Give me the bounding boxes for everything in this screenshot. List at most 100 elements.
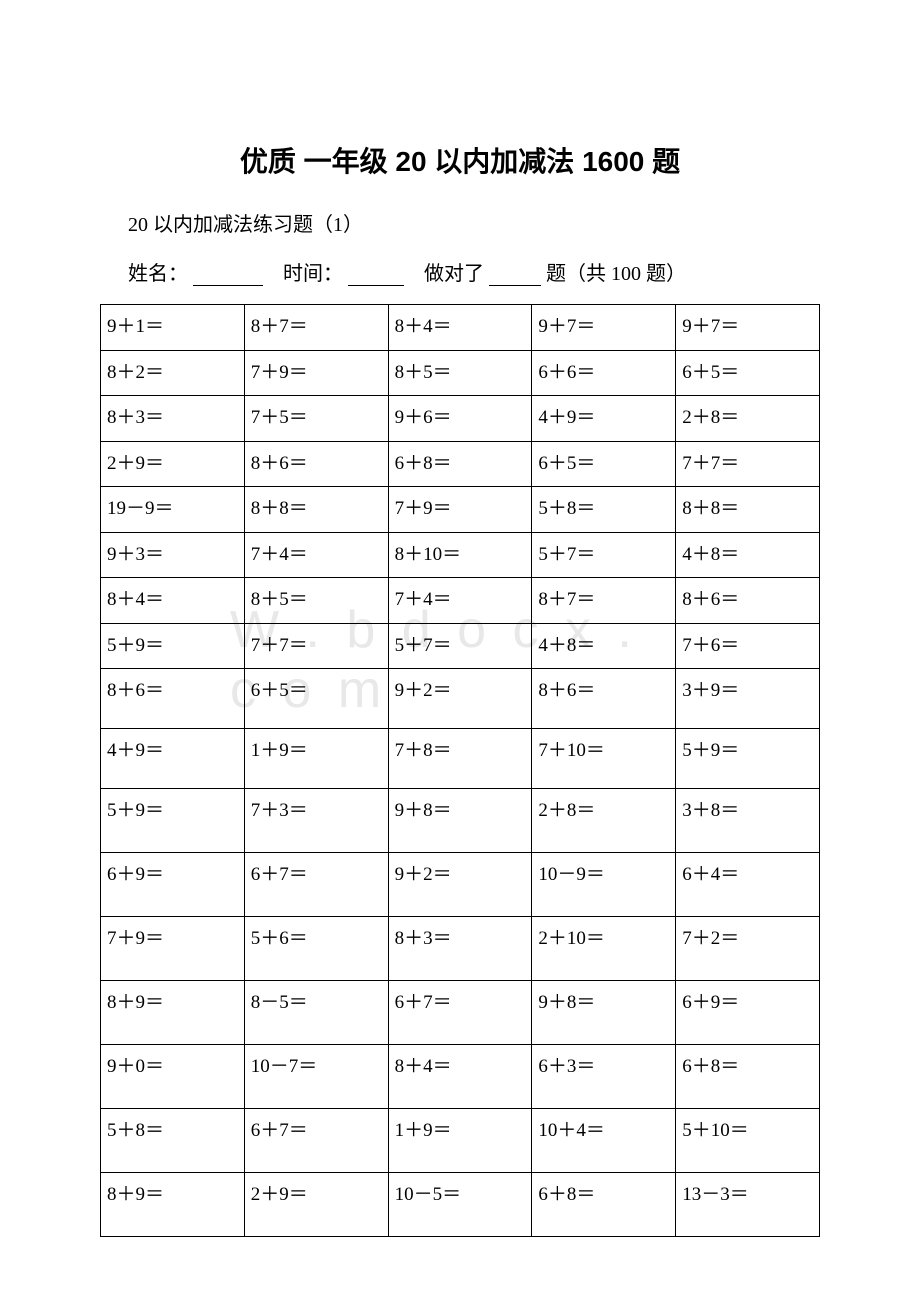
problem-cell: 8－5＝ (244, 981, 388, 1045)
table-row: 6＋9＝6＋7＝9＋2＝10－9＝6＋4＝ (101, 853, 820, 917)
problem-cell: 7＋4＝ (244, 532, 388, 578)
problem-cell: 7＋8＝ (388, 729, 532, 789)
problems-table: 9＋1＝8＋7＝8＋4＝9＋7＝9＋7＝8＋2＝7＋9＝8＋5＝6＋6＝6＋5＝… (100, 304, 820, 1237)
problem-cell: 2＋9＝ (101, 441, 245, 487)
problem-cell: 2＋10＝ (532, 917, 676, 981)
problem-cell: 5＋10＝ (676, 1109, 820, 1173)
blank-time[interactable] (348, 266, 404, 286)
problem-cell: 2＋8＝ (676, 396, 820, 442)
problem-cell: 3＋9＝ (676, 669, 820, 729)
page-content: 优质 一年级 20 以内加减法 1600 题 20 以内加减法练习题（1） 姓名… (100, 140, 820, 1237)
problem-cell: 1＋9＝ (388, 1109, 532, 1173)
problem-cell: 8＋9＝ (101, 1173, 245, 1237)
label-name: 姓名： (128, 263, 188, 285)
label-score-prefix: 做对了 (424, 263, 484, 285)
problem-cell: 8＋7＝ (532, 578, 676, 624)
problem-cell: 6＋9＝ (676, 981, 820, 1045)
problem-cell: 4＋8＝ (532, 623, 676, 669)
problem-cell: 7＋6＝ (676, 623, 820, 669)
problem-cell: 4＋9＝ (532, 396, 676, 442)
problem-cell: 9＋0＝ (101, 1045, 245, 1109)
problem-cell: 9＋7＝ (676, 305, 820, 351)
problem-cell: 8＋4＝ (388, 1045, 532, 1109)
table-row: 8＋6＝6＋5＝9＋2＝8＋6＝3＋9＝ (101, 669, 820, 729)
problem-cell: 8＋5＝ (388, 350, 532, 396)
table-row: 4＋9＝1＋9＝7＋8＝7＋10＝5＋9＝ (101, 729, 820, 789)
problem-cell: 7＋2＝ (676, 917, 820, 981)
problem-cell: 9＋6＝ (388, 396, 532, 442)
problem-cell: 3＋8＝ (676, 789, 820, 853)
problem-cell: 9＋8＝ (388, 789, 532, 853)
problem-cell: 6＋4＝ (676, 853, 820, 917)
problem-cell: 7＋4＝ (388, 578, 532, 624)
problem-cell: 4＋9＝ (101, 729, 245, 789)
problem-cell: 4＋8＝ (676, 532, 820, 578)
problem-cell: 8＋9＝ (101, 981, 245, 1045)
problem-cell: 8＋2＝ (101, 350, 245, 396)
problem-cell: 5＋8＝ (532, 487, 676, 533)
problem-cell: 9＋7＝ (532, 305, 676, 351)
table-row: 8＋2＝7＋9＝8＋5＝6＋6＝6＋5＝ (101, 350, 820, 396)
problem-cell: 8＋7＝ (244, 305, 388, 351)
problem-cell: 6＋3＝ (532, 1045, 676, 1109)
problem-cell: 7＋5＝ (244, 396, 388, 442)
table-row: 5＋9＝7＋3＝9＋8＝2＋8＝3＋8＝ (101, 789, 820, 853)
problem-cell: 13－3＝ (676, 1173, 820, 1237)
label-time: 时间： (283, 263, 343, 285)
table-row: 2＋9＝8＋6＝6＋8＝6＋5＝7＋7＝ (101, 441, 820, 487)
info-line: 姓名： 时间： 做对了 题（共 100 题） (128, 257, 820, 286)
table-row: 9＋3＝7＋4＝8＋10＝5＋7＝4＋8＝ (101, 532, 820, 578)
table-row: 7＋9＝5＋6＝8＋3＝2＋10＝7＋2＝ (101, 917, 820, 981)
problem-cell: 7＋7＝ (244, 623, 388, 669)
problem-cell: 6＋8＝ (532, 1173, 676, 1237)
problem-cell: 2＋9＝ (244, 1173, 388, 1237)
table-row: 9＋1＝8＋7＝8＋4＝9＋7＝9＋7＝ (101, 305, 820, 351)
problem-cell: 6＋5＝ (676, 350, 820, 396)
problem-cell: 9＋2＝ (388, 669, 532, 729)
table-row: 9＋0＝10－7＝8＋4＝6＋3＝6＋8＝ (101, 1045, 820, 1109)
problem-cell: 6＋5＝ (244, 669, 388, 729)
problem-cell: 10－9＝ (532, 853, 676, 917)
problem-cell: 9＋8＝ (532, 981, 676, 1045)
problem-cell: 8＋5＝ (244, 578, 388, 624)
blank-score[interactable] (489, 266, 541, 286)
problem-cell: 10＋4＝ (532, 1109, 676, 1173)
table-row: 5＋9＝7＋7＝5＋7＝4＋8＝7＋6＝ (101, 623, 820, 669)
problem-cell: 8＋3＝ (101, 396, 245, 442)
problem-cell: 7＋9＝ (388, 487, 532, 533)
table-row: 8＋9＝8－5＝6＋7＝9＋8＝6＋9＝ (101, 981, 820, 1045)
table-row: 8＋4＝8＋5＝7＋4＝8＋7＝8＋6＝ (101, 578, 820, 624)
problem-cell: 8＋6＝ (101, 669, 245, 729)
problem-cell: 8＋4＝ (101, 578, 245, 624)
problem-cell: 5＋7＝ (532, 532, 676, 578)
problem-cell: 8＋6＝ (244, 441, 388, 487)
problem-cell: 7＋9＝ (101, 917, 245, 981)
problem-cell: 7＋10＝ (532, 729, 676, 789)
problem-cell: 1＋9＝ (244, 729, 388, 789)
problem-cell: 6＋7＝ (244, 853, 388, 917)
page-title: 优质 一年级 20 以内加减法 1600 题 (100, 140, 820, 180)
problem-cell: 5＋9＝ (101, 789, 245, 853)
problem-cell: 10－5＝ (388, 1173, 532, 1237)
problem-cell: 8＋10＝ (388, 532, 532, 578)
problem-cell: 10－7＝ (244, 1045, 388, 1109)
problem-cell: 8＋8＝ (244, 487, 388, 533)
subtitle: 20 以内加减法练习题（1） (128, 208, 820, 237)
blank-name[interactable] (193, 266, 263, 286)
table-row: 8＋9＝2＋9＝10－5＝6＋8＝13－3＝ (101, 1173, 820, 1237)
problem-cell: 8＋4＝ (388, 305, 532, 351)
problem-cell: 5＋8＝ (101, 1109, 245, 1173)
problem-cell: 7＋7＝ (676, 441, 820, 487)
problem-cell: 5＋6＝ (244, 917, 388, 981)
problem-cell: 7＋3＝ (244, 789, 388, 853)
problem-cell: 6＋9＝ (101, 853, 245, 917)
table-row: 19－9＝8＋8＝7＋9＝5＋8＝8＋8＝ (101, 487, 820, 533)
table-row: 8＋3＝7＋5＝9＋6＝4＋9＝2＋8＝ (101, 396, 820, 442)
table-row: 5＋8＝6＋7＝1＋9＝10＋4＝5＋10＝ (101, 1109, 820, 1173)
problem-cell: 9＋1＝ (101, 305, 245, 351)
problem-cell: 6＋7＝ (244, 1109, 388, 1173)
problem-cell: 8＋8＝ (676, 487, 820, 533)
problem-cell: 8＋6＝ (676, 578, 820, 624)
problem-cell: 9＋3＝ (101, 532, 245, 578)
problem-cell: 6＋8＝ (388, 441, 532, 487)
